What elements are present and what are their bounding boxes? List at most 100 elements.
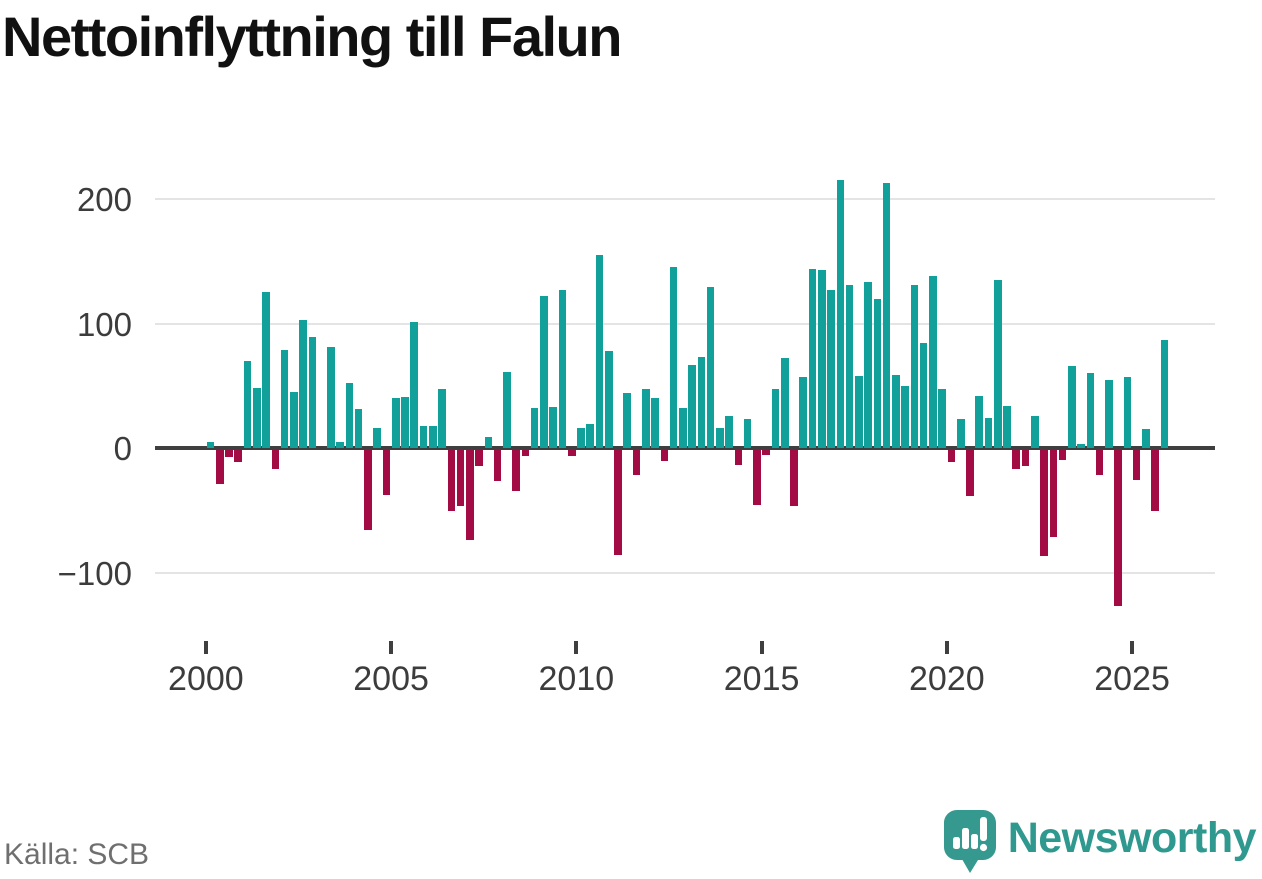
bar (697, 357, 706, 448)
bar (734, 450, 743, 465)
bar (1040, 450, 1048, 556)
bar (966, 450, 974, 497)
bar (993, 279, 1002, 448)
bar (206, 441, 215, 448)
bar (549, 406, 557, 448)
bar (345, 383, 354, 448)
bar (290, 391, 298, 448)
bar (614, 450, 622, 555)
page-title: Nettoinflyttning till Falun (2, 5, 622, 68)
x-axis-tick (1130, 641, 1135, 654)
bar (1077, 444, 1085, 448)
bar (503, 372, 511, 448)
bar (938, 389, 946, 448)
bar (428, 425, 437, 448)
bar (1049, 450, 1058, 538)
bar (660, 450, 669, 462)
x-axis-tick (574, 641, 579, 654)
x-axis-label: 2020 (909, 660, 985, 698)
bar (725, 415, 733, 448)
bar (975, 395, 984, 448)
bar (1021, 450, 1030, 467)
bar (280, 349, 289, 448)
bar (373, 428, 381, 448)
x-axis-tick (944, 641, 949, 654)
x-axis-label: 2025 (1094, 660, 1170, 698)
bar (484, 436, 493, 448)
bar (743, 419, 752, 448)
bar (845, 284, 854, 448)
bar (956, 419, 965, 448)
bar (1114, 450, 1122, 606)
bar (1105, 379, 1113, 448)
x-axis-label: 2010 (538, 660, 615, 698)
bar (521, 450, 530, 457)
bar (669, 267, 678, 448)
bar (1132, 450, 1141, 480)
bar (262, 292, 270, 448)
source-label: Källa: SCB (4, 838, 150, 871)
bar (243, 360, 252, 448)
bar (1142, 429, 1150, 448)
bar (808, 268, 817, 448)
x-axis-label: 2005 (353, 660, 429, 698)
bar (354, 409, 363, 448)
bar (651, 398, 659, 448)
x-axis-tick (759, 641, 764, 654)
bar (364, 450, 372, 530)
bar (493, 450, 502, 482)
bar (984, 418, 993, 448)
bar (642, 389, 650, 448)
x-axis-label: 2000 (168, 660, 244, 698)
bar (1095, 450, 1104, 475)
bar (716, 428, 724, 448)
y-axis-label: 0 (113, 430, 132, 467)
bar (1003, 405, 1011, 448)
bar (410, 322, 419, 448)
bar (679, 408, 687, 448)
bar (919, 343, 928, 448)
bar (688, 364, 696, 448)
bar (336, 441, 344, 448)
bar (1068, 365, 1076, 448)
bar (215, 450, 224, 484)
bar (540, 296, 548, 448)
bar (382, 450, 391, 495)
bar (1086, 373, 1095, 448)
bar (253, 388, 261, 448)
bar (947, 450, 956, 463)
bar (595, 255, 604, 448)
bar (391, 398, 400, 448)
bar (1151, 450, 1160, 511)
x-axis-tick (203, 641, 208, 654)
x-axis-label: 2015 (723, 660, 800, 698)
bar (623, 393, 632, 448)
bar (855, 375, 863, 448)
bar (864, 282, 872, 448)
bar (1012, 450, 1021, 469)
bar (1031, 415, 1039, 448)
bar (929, 276, 937, 448)
bar (512, 450, 520, 492)
zero-axis-line (155, 446, 1215, 450)
bar (771, 389, 780, 448)
bar (706, 287, 715, 448)
bar (447, 450, 456, 511)
bar (799, 377, 808, 448)
logo-wordmark: Newsworthy (1007, 813, 1257, 862)
x-axis-tick (389, 641, 394, 654)
bar (836, 180, 845, 448)
bar (567, 450, 576, 457)
bar (780, 358, 789, 448)
bar (475, 450, 483, 467)
bar (308, 337, 317, 448)
gridline (155, 198, 1215, 200)
bar (827, 289, 835, 448)
y-axis-label: 100 (76, 305, 132, 343)
bar (530, 408, 539, 448)
bar (817, 269, 826, 448)
bar (632, 450, 641, 475)
bar (577, 428, 585, 448)
bar (586, 424, 595, 448)
